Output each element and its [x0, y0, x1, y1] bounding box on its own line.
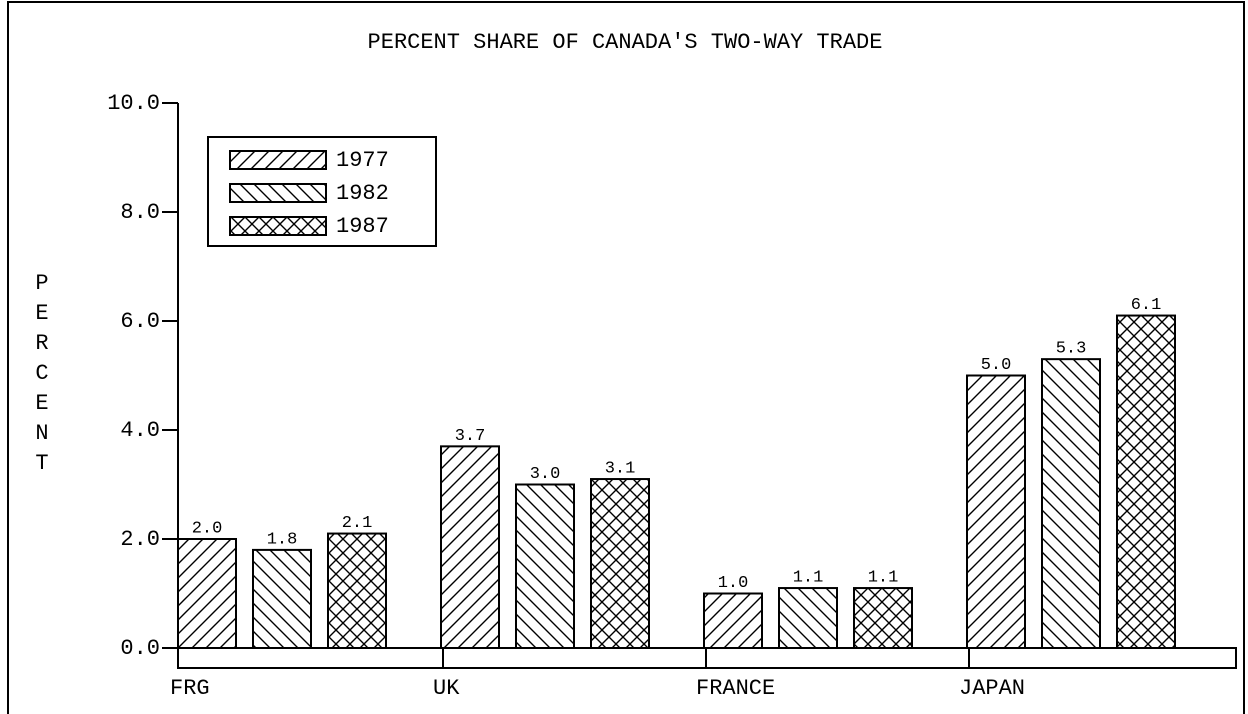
value-label: 1.1	[868, 569, 899, 588]
legend-label: 1987	[336, 214, 389, 239]
y-tick-label: 8.0	[120, 200, 160, 225]
x-tick-label: FRG	[170, 676, 210, 701]
chart-title: PERCENT SHARE OF CANADA'S TWO-WAY TRADE	[368, 30, 883, 55]
x-tick-label: UK	[433, 676, 460, 701]
legend-swatch	[229, 183, 327, 203]
value-label: 3.0	[530, 465, 561, 484]
legend-swatch	[229, 150, 327, 170]
value-label: 2.1	[342, 514, 373, 533]
bar	[1041, 358, 1101, 649]
bar	[703, 592, 763, 649]
legend-label: 1982	[336, 181, 389, 206]
bar	[177, 538, 237, 649]
value-label: 5.0	[981, 356, 1012, 375]
bar	[966, 374, 1026, 649]
bar	[515, 483, 575, 649]
bar	[440, 445, 500, 649]
bar	[1116, 314, 1176, 649]
value-label: 3.1	[605, 460, 636, 479]
value-label: 2.0	[192, 519, 223, 538]
legend-swatch	[229, 216, 327, 236]
frame	[7, 1, 1245, 714]
y-tick-label: 2.0	[120, 527, 160, 552]
y-tick-label: 6.0	[120, 309, 160, 334]
legend-label: 1977	[336, 148, 389, 173]
bar	[853, 587, 913, 649]
y-tick-label: 10.0	[107, 91, 160, 116]
bar	[252, 548, 312, 650]
bar	[590, 478, 650, 649]
value-label: 1.8	[267, 530, 298, 549]
y-tick-label: 4.0	[120, 418, 160, 443]
value-label: 3.7	[455, 427, 486, 446]
value-label: 6.1	[1131, 296, 1162, 315]
value-label: 1.0	[718, 574, 749, 593]
bar	[327, 532, 387, 649]
bar	[778, 587, 838, 649]
value-label: 1.1	[793, 569, 824, 588]
x-tick-label: FRANCE	[696, 676, 775, 701]
value-label: 5.3	[1056, 340, 1087, 359]
x-tick-label: JAPAN	[959, 676, 1025, 701]
y-tick-label: 0.0	[120, 636, 160, 661]
